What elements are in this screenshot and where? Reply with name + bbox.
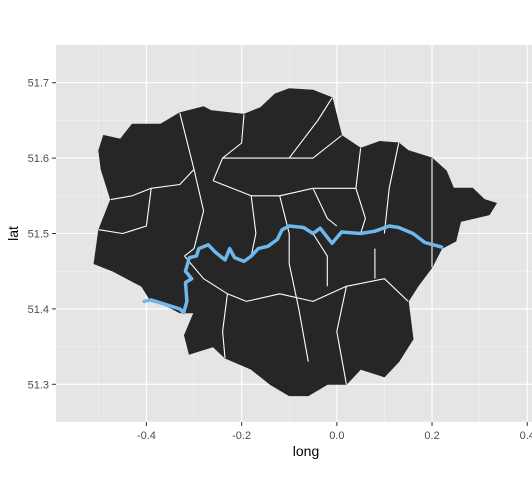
borough-border-13: [184, 255, 247, 302]
borough-border-15: [288, 263, 309, 362]
x-tick-label-2: 0.0: [329, 430, 344, 442]
x-axis-title: long: [293, 443, 319, 459]
y-tick-label-4: 51.7: [28, 78, 49, 90]
x-tick-label-1: -0.2: [232, 430, 251, 442]
borough-border-2: [288, 97, 333, 159]
borough-border-3: [222, 135, 342, 159]
river-thames: [142, 224, 444, 315]
borough-border-17: [222, 293, 228, 358]
borough-border-0: [110, 112, 195, 201]
borough-borders: [98, 97, 433, 385]
borough-border-11: [279, 195, 290, 264]
x-tick-label-3: 0.2: [424, 430, 439, 442]
borough-border-8: [184, 169, 205, 257]
borough-border-14: [246, 278, 409, 302]
borough-border-16: [336, 286, 347, 385]
x-tick-label-0: -0.4: [137, 430, 156, 442]
y-tick-label-0: 51.3: [28, 379, 49, 391]
y-tick-label-3: 51.6: [28, 153, 49, 165]
borough-border-1: [212, 114, 245, 181]
borough-border-18: [312, 233, 328, 287]
y-axis-ticks: 51.3 51.4 51.5 51.6 51.7: [28, 78, 56, 391]
y-tick-label-1: 51.4: [28, 304, 49, 316]
borough-border-4: [355, 148, 366, 234]
x-axis-ticks: -0.4 -0.2 0.0 0.2 0.4: [137, 422, 532, 442]
borough-border-10: [250, 195, 257, 257]
y-axis-title: lat: [5, 226, 21, 241]
y-tick-label-2: 51.5: [28, 229, 49, 241]
borough-border-7: [98, 188, 152, 235]
borough-border-5: [383, 142, 400, 234]
borough-border-12: [312, 188, 338, 227]
x-tick-label-4: 0.4: [520, 430, 532, 442]
